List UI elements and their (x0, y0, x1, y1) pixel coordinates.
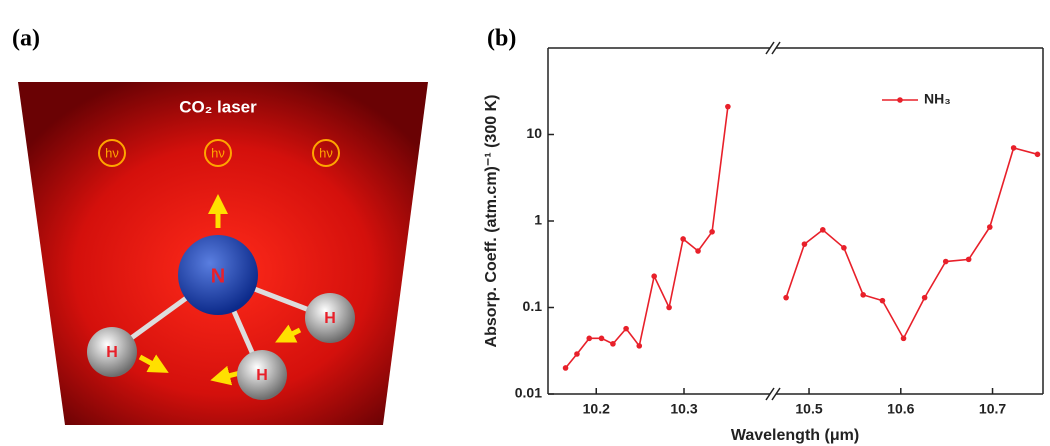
data-point (783, 294, 789, 301)
data-point (986, 224, 993, 230)
x-tick-label: 10.2 (583, 401, 610, 417)
y-tick-label: 0.01 (515, 385, 542, 401)
data-point (636, 343, 643, 349)
data-point (900, 335, 907, 342)
y-tick-label: 1 (534, 212, 542, 228)
data-point (819, 227, 826, 233)
data-point (879, 297, 886, 304)
x-tick-label: 10.6 (887, 401, 914, 417)
data-point (651, 273, 657, 280)
axis-break (765, 41, 775, 55)
data-point (574, 351, 580, 357)
beam-title: CO₂ laser (179, 97, 257, 116)
data-point (562, 365, 569, 371)
data-point (1034, 151, 1041, 158)
photon-label: hν (105, 145, 119, 160)
atom-label: H (324, 310, 336, 327)
x-tick-label: 10.3 (670, 401, 697, 417)
panel-b: (b) Wavelength (μm) Absorp. Coeff. (atm.… (483, 26, 1044, 444)
data-point (801, 241, 808, 247)
panel-label: (b) (487, 26, 516, 52)
hydrogen-atom (237, 350, 287, 400)
atom-label: H (106, 344, 118, 361)
data-point (598, 335, 605, 342)
data-line (564, 106, 729, 369)
y-tick-label: 10 (526, 125, 542, 141)
y-tick-label: 0.1 (523, 298, 543, 314)
photon (204, 139, 232, 167)
data-point (725, 103, 731, 110)
data-point (942, 258, 949, 265)
axis-break (771, 41, 781, 55)
photon-label: hν (319, 145, 333, 160)
x-tick-label: 10.5 (795, 401, 822, 417)
axis-break (765, 387, 775, 401)
data-point (623, 325, 629, 332)
photon (312, 139, 340, 167)
legend-label: NH₃ (924, 91, 951, 107)
panel-a: (a) CO₂ laser hν hν hν N H H H (12, 26, 428, 425)
x-tick-label: 10.7 (979, 401, 1006, 417)
hydrogen-atom (87, 327, 137, 377)
data-point (1010, 145, 1017, 151)
data-point (680, 236, 686, 242)
data-point (841, 244, 847, 251)
nitrogen-atom (178, 235, 258, 315)
atom-label: N (211, 265, 225, 287)
y-axis-label: Absorp. Coeff. (atm.cm)⁻¹ (300 K) (483, 95, 500, 348)
data-point (695, 248, 701, 254)
x-axis-label: Wavelength (μm) (731, 427, 859, 444)
data-line (785, 146, 1038, 341)
panel-label: (a) (12, 26, 40, 52)
data-point (921, 294, 928, 301)
arrows (138, 194, 302, 386)
data-point (586, 335, 593, 342)
hydrogen-atom (305, 293, 355, 343)
axis-break (771, 387, 781, 401)
atom-label: H (256, 367, 268, 384)
legend-marker (897, 97, 903, 103)
data-point (709, 229, 715, 235)
photon-label: hν (211, 145, 225, 160)
data-point (610, 341, 616, 347)
data-point (860, 292, 866, 298)
photon (98, 139, 126, 167)
data-point (965, 256, 972, 263)
data-point (666, 304, 672, 311)
